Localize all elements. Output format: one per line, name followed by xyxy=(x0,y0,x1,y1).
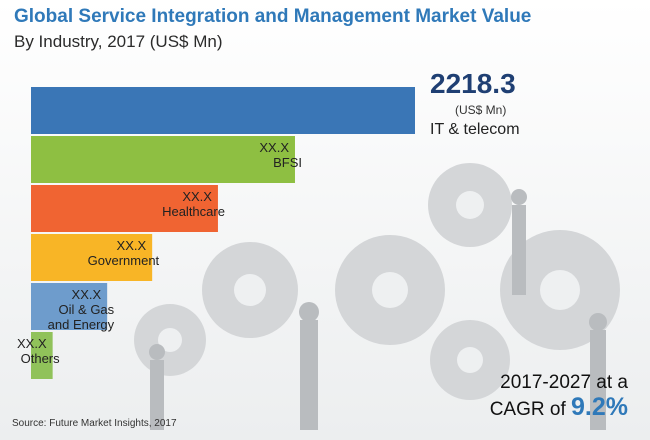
top-bar-unit: (US$ Mn) xyxy=(455,103,507,117)
bar-category-label-1: BFSI xyxy=(273,155,302,170)
bar-1 xyxy=(31,136,295,183)
people-silhouettes-icon xyxy=(149,189,607,430)
cagr-line: CAGR of 9.2% xyxy=(490,395,628,422)
bar-value-label-3: XX.X xyxy=(117,238,147,253)
chart-title: Global Service Integration and Managemen… xyxy=(14,6,532,27)
bar-value-label-5: XX.X xyxy=(17,336,47,351)
bar-category-label-2: Healthcare xyxy=(162,204,225,219)
cagr-period: 2017-2027 at a xyxy=(500,372,628,393)
cagr-prefix: CAGR of xyxy=(489,399,566,420)
bar-2 xyxy=(31,185,218,232)
bar-0 xyxy=(31,87,415,134)
bar-category-label-4: Oil & Gas xyxy=(59,302,115,317)
cagr-value: 9.2% xyxy=(571,393,628,421)
top-bar-value: 2218.3 xyxy=(430,68,516,99)
bar-4 xyxy=(31,283,108,330)
bar-value-label-4: XX.X xyxy=(72,287,102,302)
bar-value-label-1: XX.X xyxy=(259,140,289,155)
top-bar-label: IT & telecom xyxy=(430,121,520,138)
gears-icon xyxy=(134,163,620,400)
bar-category-label-3: Government xyxy=(88,253,160,268)
cagr-callout: 2017-2027 at a CAGR of 9.2% xyxy=(490,370,628,422)
bar-category-label-4: and Energy xyxy=(48,317,115,332)
chart-subtitle: By Industry, 2017 (US$ Mn) xyxy=(14,32,223,51)
bar-category-label-5: Others xyxy=(21,351,61,366)
bar-3 xyxy=(31,234,153,281)
bar-5 xyxy=(31,332,53,379)
bar-value-label-2: XX.X xyxy=(182,189,212,204)
source-note: Source: Future Market Insights, 2017 xyxy=(12,418,177,429)
